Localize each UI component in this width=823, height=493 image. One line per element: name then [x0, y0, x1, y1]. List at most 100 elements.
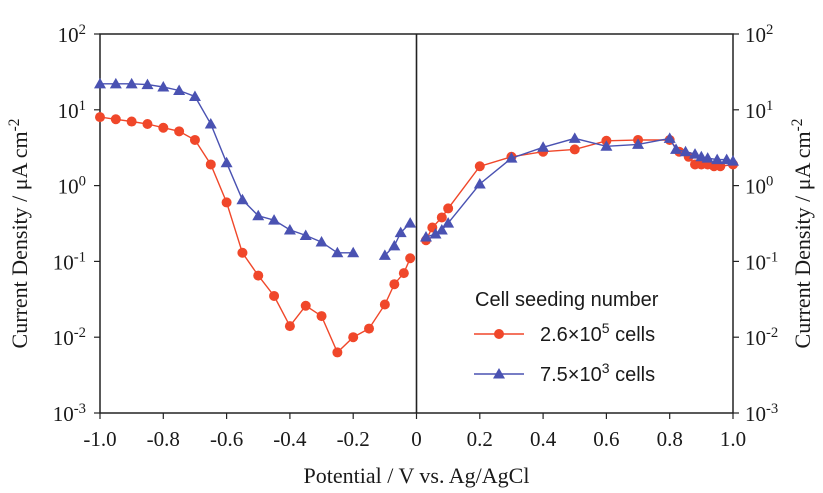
data-point: [389, 279, 400, 290]
x-tick-label: 0.2: [467, 427, 493, 451]
data-point: [404, 217, 417, 228]
data-point: [443, 203, 454, 214]
data-point: [331, 246, 344, 258]
data-point: [316, 311, 327, 322]
y-tick-label-left: 10-2: [53, 325, 86, 350]
series-line: [384, 222, 411, 256]
data-point: [300, 300, 311, 311]
data-point: [268, 214, 281, 225]
x-axis-title: Potential / V vs. Ag/AgCl: [304, 463, 530, 488]
data-point: [220, 156, 233, 168]
data-point: [378, 249, 391, 260]
y-tick-label-right: 101: [745, 98, 773, 123]
legend-marker: [494, 329, 504, 339]
data-point: [205, 159, 216, 170]
data-point: [711, 153, 724, 165]
data-point: [568, 132, 581, 143]
data-point: [126, 116, 137, 127]
y-tick-label-right: 102: [745, 22, 773, 47]
data-point: [537, 141, 550, 152]
data-point: [474, 161, 485, 172]
y-tick-label-right: 10-3: [745, 401, 778, 426]
legend-entry-label: 2.6×105 cells: [540, 320, 655, 346]
data-point: [110, 114, 121, 125]
x-tick-label: -0.8: [147, 427, 180, 451]
x-tick-label: 0.8: [657, 427, 683, 451]
axes-layer: -1.0 -0.8 -0.6 -0.4 -0.2 0 0.2 0.4 0.6 0.8 1.0 102 1…: [53, 22, 779, 451]
series-layer: [94, 77, 739, 358]
data-point: [125, 77, 138, 89]
y-tick-label-left: 10-1: [53, 249, 86, 274]
legend-marker: [493, 368, 505, 379]
data-point: [364, 323, 375, 334]
y-tick-label-left: 100: [58, 174, 86, 199]
series-line: [99, 116, 411, 354]
data-point: [253, 270, 264, 281]
y-tick-label-left: 101: [58, 98, 86, 123]
x-tick-label: -1.0: [83, 427, 116, 451]
legend-entry-label: 7.5×103 cells: [540, 360, 655, 386]
y-axis-title-left: Current Density / μA cm-2: [6, 119, 33, 349]
data-point: [283, 223, 296, 235]
data-point: [505, 152, 518, 163]
x-tick-label: 1.0: [720, 427, 746, 451]
data-point: [388, 239, 401, 251]
data-point: [632, 138, 645, 149]
data-point: [701, 152, 714, 163]
data-point: [663, 132, 676, 143]
data-point: [442, 217, 455, 228]
data-point: [347, 246, 360, 258]
data-point: [379, 299, 390, 310]
data-point: [405, 253, 416, 264]
data-point: [398, 268, 409, 279]
data-point: [141, 78, 154, 90]
data-point: [158, 122, 169, 133]
data-point: [157, 80, 170, 92]
y-tick-label-right: 10-1: [745, 249, 778, 274]
data-point: [221, 197, 232, 208]
data-point: [299, 229, 312, 240]
data-point: [237, 247, 248, 258]
data-point: [670, 143, 683, 154]
data-point: [600, 140, 613, 151]
data-point: [173, 84, 186, 95]
x-tick-label: -0.6: [210, 427, 243, 451]
data-point: [189, 134, 200, 145]
data-point: [394, 226, 407, 238]
data-point: [204, 117, 217, 129]
data-point: [109, 77, 122, 89]
x-tick-label: -0.4: [273, 427, 307, 451]
data-point: [252, 209, 265, 221]
data-point: [284, 321, 295, 332]
y-tick-label-left: 10-3: [53, 401, 86, 426]
data-point: [473, 177, 486, 189]
data-point: [332, 347, 343, 358]
y-tick-label-right: 10-2: [745, 325, 778, 350]
data-point: [419, 230, 432, 242]
x-tick-label: 0.6: [593, 427, 619, 451]
series-2: [94, 77, 739, 260]
data-point: [174, 126, 185, 137]
data-point: [689, 148, 702, 159]
data-point: [679, 145, 692, 157]
legend: Cell seeding number 2.6×105 cells 7.5×103 …: [474, 289, 659, 386]
data-point: [269, 290, 280, 301]
y-axis-title-right: Current Density / μA cm-2: [789, 119, 816, 349]
data-point: [569, 144, 580, 155]
data-point: [348, 332, 359, 343]
data-point: [188, 90, 201, 101]
y-tick-label-right: 100: [745, 174, 773, 199]
data-point: [94, 77, 106, 89]
data-point: [315, 236, 328, 247]
data-point: [727, 155, 739, 166]
y-tick-label-left: 102: [58, 22, 86, 47]
data-point: [142, 118, 153, 129]
data-point: [436, 212, 447, 223]
data-point: [95, 112, 105, 123]
x-tick-label: 0.4: [530, 427, 557, 451]
x-tick-label: -0.2: [337, 427, 370, 451]
legend-title: Cell seeding number: [475, 289, 659, 311]
data-point: [435, 223, 448, 235]
data-point: [429, 227, 442, 239]
